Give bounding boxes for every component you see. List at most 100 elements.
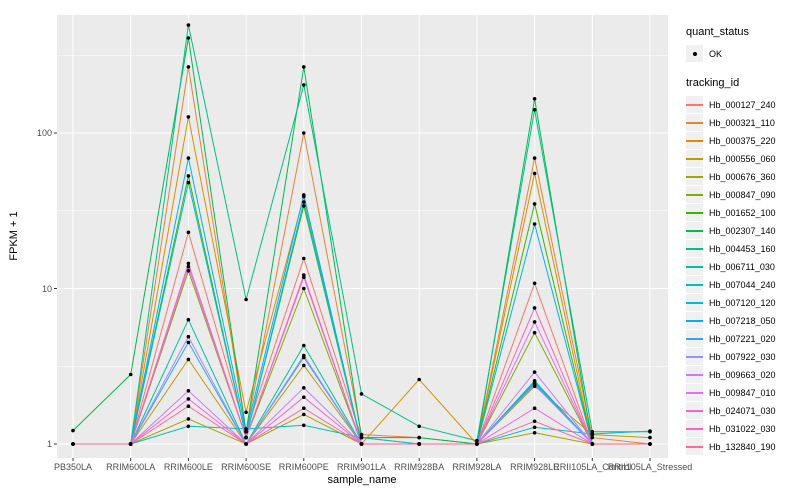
data-point bbox=[128, 442, 133, 446]
data-point bbox=[186, 36, 191, 40]
legend-item-Hb_007221_020: Hb_007221_020 bbox=[686, 330, 798, 347]
series-color-line-icon bbox=[686, 157, 703, 160]
legend-item-Hb_006711_030: Hb_006711_030 bbox=[686, 258, 798, 275]
legend-item-label: Hb_132840_190 bbox=[709, 441, 776, 452]
data-point bbox=[532, 222, 537, 226]
data-point bbox=[128, 372, 133, 377]
y-tick-label: 100 bbox=[36, 128, 52, 138]
legend-key-box bbox=[686, 222, 703, 239]
series-color-line-icon bbox=[686, 229, 703, 232]
legend-item-label: Hb_007044_240 bbox=[709, 279, 776, 290]
series-color-line-icon bbox=[686, 139, 703, 142]
data-point bbox=[532, 306, 537, 310]
data-point bbox=[475, 438, 479, 443]
x-tick-label: RRIM600LA bbox=[106, 462, 156, 472]
legend-item-Hb_000556_060: Hb_000556_060 bbox=[686, 150, 798, 167]
series-color-line-icon bbox=[686, 319, 703, 322]
data-point bbox=[417, 424, 422, 429]
legend-item-label: Hb_006711_030 bbox=[709, 261, 775, 272]
data-point bbox=[71, 442, 75, 446]
data-point bbox=[359, 442, 364, 446]
series-color-line-icon bbox=[686, 121, 703, 124]
series-color-line-icon bbox=[686, 193, 703, 196]
data-point bbox=[532, 419, 537, 424]
legend-gap bbox=[686, 63, 798, 77]
legend-key-box bbox=[686, 420, 703, 437]
data-point bbox=[302, 131, 306, 135]
legend-title-tracking-id: tracking_id bbox=[686, 77, 740, 89]
data-point bbox=[359, 435, 364, 440]
series-color-line-icon bbox=[686, 283, 703, 286]
legend-item-Hb_000321_110: Hb_000321_110 bbox=[686, 114, 798, 131]
x-tick-label: PB350LA bbox=[53, 462, 93, 472]
data-point bbox=[648, 442, 652, 446]
data-point bbox=[302, 412, 306, 417]
data-point bbox=[532, 156, 537, 160]
x-tick-label: RRIM901LA bbox=[336, 462, 387, 472]
data-point bbox=[302, 256, 306, 261]
data-point bbox=[244, 297, 248, 302]
data-point bbox=[302, 386, 306, 390]
legend-key-box bbox=[686, 258, 703, 275]
legend-item-label: Hb_000847_090 bbox=[709, 189, 776, 200]
data-point bbox=[590, 442, 595, 446]
legend-key-box bbox=[686, 312, 703, 329]
legend-item-Hb_000847_090: Hb_000847_090 bbox=[686, 186, 798, 203]
x-tick-label: RRIM600PE bbox=[278, 462, 329, 472]
data-point bbox=[186, 115, 191, 119]
legend-item-Hb_000676_360: Hb_000676_360 bbox=[686, 168, 798, 185]
legend-item-label: Hb_002307_140 bbox=[709, 225, 776, 236]
series-color-line-icon bbox=[686, 175, 703, 178]
series-color-line-icon bbox=[686, 337, 703, 340]
data-point bbox=[186, 340, 191, 345]
data-point bbox=[186, 23, 191, 27]
x-tick-label: RRIM928LE bbox=[510, 462, 560, 472]
legend-item-Hb_001652_100: Hb_001652_100 bbox=[686, 204, 798, 221]
data-point bbox=[244, 442, 248, 446]
legend-item-Hb_132840_190: Hb_132840_190 bbox=[686, 438, 798, 455]
data-point bbox=[302, 406, 306, 411]
legend-item-label: Hb_000676_360 bbox=[709, 171, 776, 182]
series-color-line-icon bbox=[686, 211, 703, 214]
legend-item-label: Hb_000321_110 bbox=[709, 117, 775, 128]
legend-key-box bbox=[686, 294, 703, 311]
data-point bbox=[302, 273, 306, 277]
legend-key-box bbox=[686, 204, 703, 221]
data-point bbox=[186, 180, 191, 185]
data-point bbox=[590, 432, 595, 436]
series-color-line-icon bbox=[686, 409, 703, 412]
legend-item-label: Hb_007120_120 bbox=[709, 297, 776, 308]
data-point bbox=[186, 357, 191, 362]
data-point bbox=[186, 417, 191, 421]
data-point bbox=[648, 435, 652, 440]
legend-item-label: Hb_001652_100 bbox=[709, 207, 776, 218]
point-marker-icon bbox=[692, 51, 697, 56]
data-point bbox=[302, 83, 306, 87]
data-point bbox=[302, 353, 306, 358]
data-point bbox=[648, 429, 652, 433]
data-point bbox=[532, 406, 537, 411]
data-point bbox=[186, 404, 191, 409]
data-point bbox=[532, 330, 537, 335]
legend-item-Hb_000127_240: Hb_000127_240 bbox=[686, 96, 798, 113]
data-point bbox=[186, 269, 191, 273]
series-color-line-icon bbox=[686, 247, 703, 250]
legend-item-label: Hb_000127_240 bbox=[709, 99, 776, 110]
legend-key-box bbox=[686, 45, 703, 62]
data-point bbox=[244, 429, 248, 434]
series-color-line-icon bbox=[686, 445, 703, 448]
legend-key-box bbox=[686, 186, 703, 203]
data-point bbox=[186, 65, 191, 69]
legend-item-label: Hb_009663_020 bbox=[709, 369, 776, 380]
legend-item-ok: OK bbox=[686, 45, 798, 62]
legend-item-label: Hb_000556_060 bbox=[709, 153, 776, 164]
data-point bbox=[302, 286, 306, 291]
data-point bbox=[302, 363, 306, 368]
data-point bbox=[302, 193, 306, 197]
x-tick-label: RRIM600SE bbox=[221, 462, 272, 472]
legend-item-label: Hb_009847_010 bbox=[709, 387, 776, 398]
data-point bbox=[186, 261, 191, 266]
legend-item-Hb_009663_020: Hb_009663_020 bbox=[686, 366, 798, 383]
legend-item-Hb_031022_030: Hb_031022_030 bbox=[686, 420, 798, 437]
